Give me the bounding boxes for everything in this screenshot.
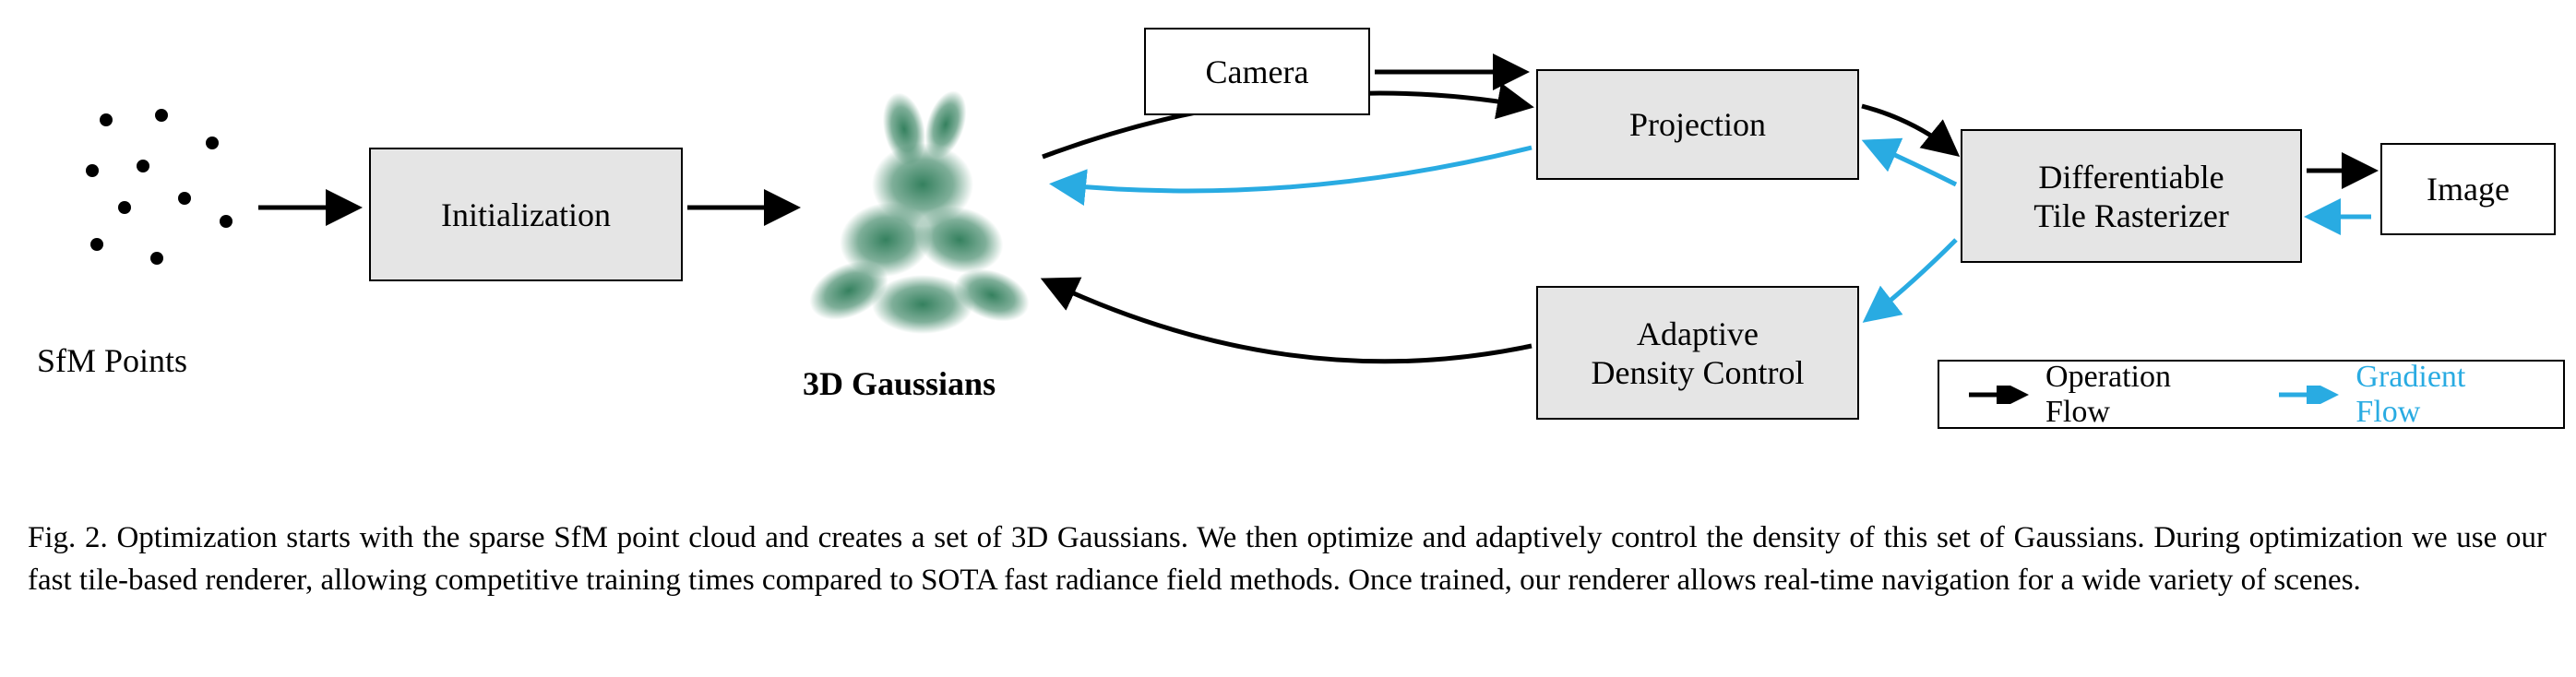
figure-caption: Fig. 2. Optimization starts with the spa…: [28, 517, 2546, 601]
gaussians-label: 3D Gaussians: [803, 364, 996, 403]
adaptive-box: Adaptive Density Control: [1536, 286, 1859, 420]
rasterizer-label: Differentiable Tile Rasterizer: [2033, 158, 2229, 235]
arrow-icon: [2277, 386, 2341, 404]
gaussians-icon: [800, 86, 1036, 334]
arrow-rast-to-adaptive: [1868, 240, 1956, 318]
rasterizer-box: Differentiable Tile Rasterizer: [1961, 129, 2302, 263]
initialization-label: Initialization: [441, 196, 611, 234]
arrow-rast-to-proj: [1868, 143, 1956, 184]
legend-gradient-label: Gradient Flow: [2355, 360, 2535, 430]
legend-operation-label: Operation Flow: [2045, 360, 2240, 430]
legend-gradient: Gradient Flow: [2277, 360, 2535, 430]
sfm-points-icon: [86, 109, 233, 265]
initialization-box: Initialization: [369, 148, 683, 281]
arrow-adaptive-to-gauss: [1047, 281, 1532, 362]
arrow-proj-to-rast: [1862, 106, 1954, 152]
image-box: Image: [2380, 143, 2556, 235]
projection-box: Projection: [1536, 69, 1859, 180]
projection-label: Projection: [1629, 105, 1766, 144]
arrow-icon: [1967, 386, 2031, 404]
legend-box: Operation Flow Gradient Flow: [1938, 360, 2565, 429]
sfm-points-label: SfM Points: [37, 341, 187, 380]
camera-label: Camera: [1206, 53, 1309, 91]
image-label: Image: [2427, 170, 2510, 208]
adaptive-label: Adaptive Density Control: [1592, 315, 1805, 392]
camera-box: Camera: [1144, 28, 1370, 115]
arrow-proj-to-gauss: [1056, 148, 1532, 191]
legend-operation: Operation Flow: [1967, 360, 2240, 430]
